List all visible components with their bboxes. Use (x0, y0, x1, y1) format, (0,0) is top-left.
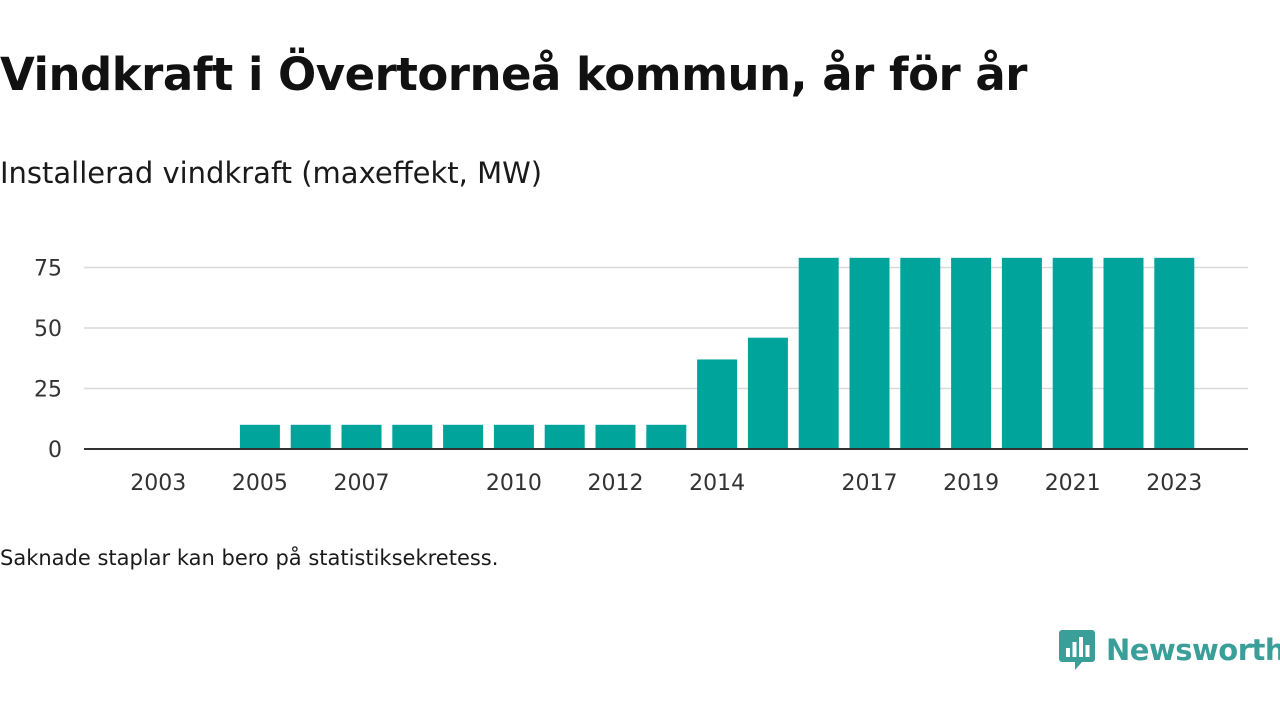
bar-2006 (290, 424, 331, 449)
chart-title: Vindkraft i Övertorneå kommun, år för år (0, 48, 1027, 101)
x-tick-label-2010: 2010 (486, 471, 542, 496)
x-tick-label-2019: 2019 (943, 471, 999, 496)
y-tick-label-50: 50 (34, 317, 62, 342)
newsworthy-logo-icon (1059, 630, 1095, 670)
x-tick-label-2021: 2021 (1045, 471, 1101, 496)
bar-2005 (239, 424, 280, 449)
chart-subtitle: Installerad vindkraft (maxeffekt, MW) (0, 156, 543, 190)
brand-logo: Newsworthy (1058, 628, 1280, 672)
bar-2023 (1154, 257, 1195, 449)
bar-2015 (747, 337, 788, 449)
bar-2020 (1001, 257, 1042, 449)
bar-2016 (798, 257, 839, 449)
bar-2010 (493, 424, 534, 449)
x-tick-label-2007: 2007 (334, 471, 390, 496)
bar-2013 (646, 424, 687, 449)
bar-2012 (595, 424, 636, 449)
x-tick-label-2012: 2012 (588, 471, 644, 496)
x-tick-label-2023: 2023 (1146, 471, 1202, 496)
footnote: Saknade staplar kan bero på statistiksek… (0, 546, 499, 570)
y-tick-label-25: 25 (34, 378, 62, 403)
bar-2017 (849, 257, 890, 449)
brand-name: Newsworthy (1106, 633, 1280, 667)
x-tick-label-2005: 2005 (232, 471, 288, 496)
bar-2019 (951, 257, 992, 449)
y-tick-label-0: 0 (48, 438, 62, 463)
bar-2014 (697, 359, 738, 449)
bar-2021 (1052, 257, 1093, 449)
bar-2011 (544, 424, 585, 449)
x-tick-label-2014: 2014 (689, 471, 745, 496)
bar-2008 (392, 424, 433, 449)
bar-2022 (1103, 257, 1144, 449)
y-tick-label-75: 75 (34, 257, 62, 282)
x-tick-label-2017: 2017 (842, 471, 898, 496)
bar-2007 (341, 424, 382, 449)
bar-2018 (900, 257, 941, 449)
x-tick-label-2003: 2003 (130, 471, 186, 496)
bar-2009 (443, 424, 484, 449)
bar-chart: 0 25 50 75 2003 2005 2007 2010 2012 2014 2017 2019 2… (34, 257, 1248, 496)
